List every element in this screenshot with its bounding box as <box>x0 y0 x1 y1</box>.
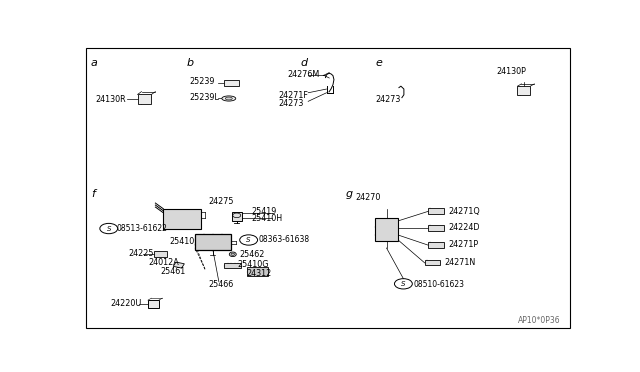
Text: S: S <box>106 225 111 231</box>
Text: 24130P: 24130P <box>497 67 527 76</box>
Bar <box>428 225 444 231</box>
Text: 24225: 24225 <box>129 249 154 258</box>
Text: 24312: 24312 <box>246 269 272 278</box>
Text: S: S <box>401 281 406 287</box>
Text: 08510-61623: 08510-61623 <box>413 280 464 289</box>
Text: g: g <box>346 189 353 199</box>
Bar <box>518 86 531 95</box>
Bar <box>247 267 268 276</box>
Text: 24273: 24273 <box>278 99 304 108</box>
Text: 24220U: 24220U <box>111 299 142 308</box>
Bar <box>195 234 231 250</box>
Text: 25239L: 25239L <box>189 93 219 102</box>
Bar <box>154 251 166 257</box>
Text: 25419: 25419 <box>251 207 276 216</box>
Text: 25410H: 25410H <box>251 214 282 223</box>
Text: b: b <box>187 58 194 68</box>
Text: 25410: 25410 <box>169 237 195 246</box>
Ellipse shape <box>225 97 232 100</box>
Bar <box>425 260 440 266</box>
Text: 24271N: 24271N <box>445 258 476 267</box>
Text: 25239: 25239 <box>189 77 214 86</box>
Text: 08513-61622: 08513-61622 <box>116 224 168 233</box>
Text: a: a <box>91 58 98 68</box>
Text: 24271P: 24271P <box>448 240 478 249</box>
Bar <box>232 212 242 221</box>
Bar <box>163 209 200 230</box>
Bar <box>428 208 444 214</box>
Text: 25462: 25462 <box>240 250 265 259</box>
Text: 25410G: 25410G <box>237 260 269 269</box>
Text: AP10*0P36: AP10*0P36 <box>518 316 560 325</box>
Text: 24270: 24270 <box>355 193 381 202</box>
Text: S: S <box>246 237 251 243</box>
Text: 24273: 24273 <box>375 94 401 103</box>
Text: 24130R: 24130R <box>95 94 125 103</box>
Text: 24012A: 24012A <box>148 259 179 267</box>
Text: 08363-61638: 08363-61638 <box>259 235 310 244</box>
Text: f: f <box>91 189 95 199</box>
Bar <box>224 263 241 268</box>
Text: 24276M: 24276M <box>287 70 319 79</box>
Text: 24271Q: 24271Q <box>448 207 480 216</box>
Bar <box>173 262 184 268</box>
Text: d: d <box>301 58 308 68</box>
Bar <box>374 218 399 241</box>
Ellipse shape <box>231 253 234 256</box>
Ellipse shape <box>229 252 236 257</box>
Bar <box>138 94 152 104</box>
Text: e: e <box>375 58 382 68</box>
Text: 25466: 25466 <box>208 280 233 289</box>
Text: 25461: 25461 <box>161 267 186 276</box>
Bar <box>428 242 444 248</box>
Text: 24224D: 24224D <box>448 223 479 232</box>
Bar <box>224 80 239 86</box>
Text: 24271F: 24271F <box>278 91 308 100</box>
Bar <box>148 300 159 308</box>
Text: 24275: 24275 <box>208 197 234 206</box>
Ellipse shape <box>222 96 236 101</box>
